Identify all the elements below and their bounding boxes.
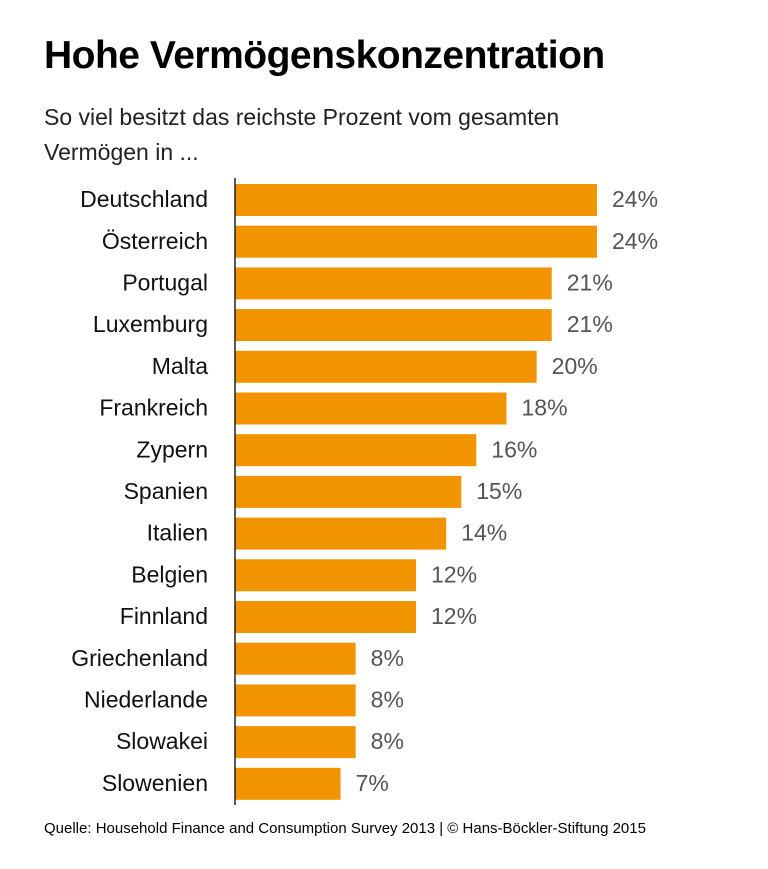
category-label: Belgien bbox=[131, 561, 208, 587]
value-label: 16% bbox=[491, 436, 537, 462]
category-label: Luxemburg bbox=[93, 311, 208, 337]
bar bbox=[235, 642, 356, 675]
category-label: Portugal bbox=[122, 269, 208, 295]
category-label: Griechenland bbox=[71, 645, 208, 671]
category-label: Slowakei bbox=[116, 728, 208, 754]
bar bbox=[235, 601, 416, 633]
value-label: 12% bbox=[431, 561, 477, 587]
category-label: Malta bbox=[152, 353, 208, 379]
category-label: Spanien bbox=[124, 478, 208, 504]
bar bbox=[235, 559, 416, 592]
value-label: 18% bbox=[522, 395, 568, 421]
value-label: 12% bbox=[431, 603, 477, 629]
bar bbox=[235, 225, 597, 258]
category-label: Frankreich bbox=[99, 395, 208, 421]
bar bbox=[235, 434, 477, 467]
source-note: Quelle: Household Finance and Consumptio… bbox=[44, 820, 646, 837]
category-label: Österreich bbox=[102, 228, 208, 254]
bar bbox=[235, 726, 356, 759]
category-label: Italien bbox=[147, 520, 208, 546]
value-label: 21% bbox=[567, 311, 613, 337]
value-label: 8% bbox=[371, 728, 404, 754]
bar bbox=[235, 309, 552, 342]
value-label: 7% bbox=[356, 770, 389, 796]
value-label: 24% bbox=[612, 186, 658, 212]
chart-title: Hohe Vermögenskonzentration bbox=[44, 34, 605, 77]
bar bbox=[235, 350, 537, 383]
category-label: Deutschland bbox=[80, 186, 208, 212]
value-label: 21% bbox=[567, 269, 613, 295]
value-label: 15% bbox=[476, 478, 522, 504]
value-label: 20% bbox=[552, 353, 598, 379]
bar bbox=[235, 767, 341, 800]
bar bbox=[235, 475, 462, 508]
category-label: Finnland bbox=[120, 603, 208, 629]
value-label: 8% bbox=[371, 645, 404, 671]
value-label: 8% bbox=[371, 686, 404, 712]
bar bbox=[235, 684, 356, 717]
chart-subtitle: So viel besitzt das reichste Prozent vom… bbox=[44, 104, 560, 165]
value-label: 14% bbox=[461, 520, 507, 546]
bar bbox=[235, 517, 447, 550]
category-label: Zypern bbox=[136, 436, 208, 462]
bar bbox=[235, 267, 552, 300]
category-label: Niederlande bbox=[84, 686, 208, 712]
category-label: Slowenien bbox=[102, 770, 208, 796]
bar bbox=[235, 392, 507, 425]
bar bbox=[235, 184, 597, 216]
value-label: 24% bbox=[612, 228, 658, 254]
